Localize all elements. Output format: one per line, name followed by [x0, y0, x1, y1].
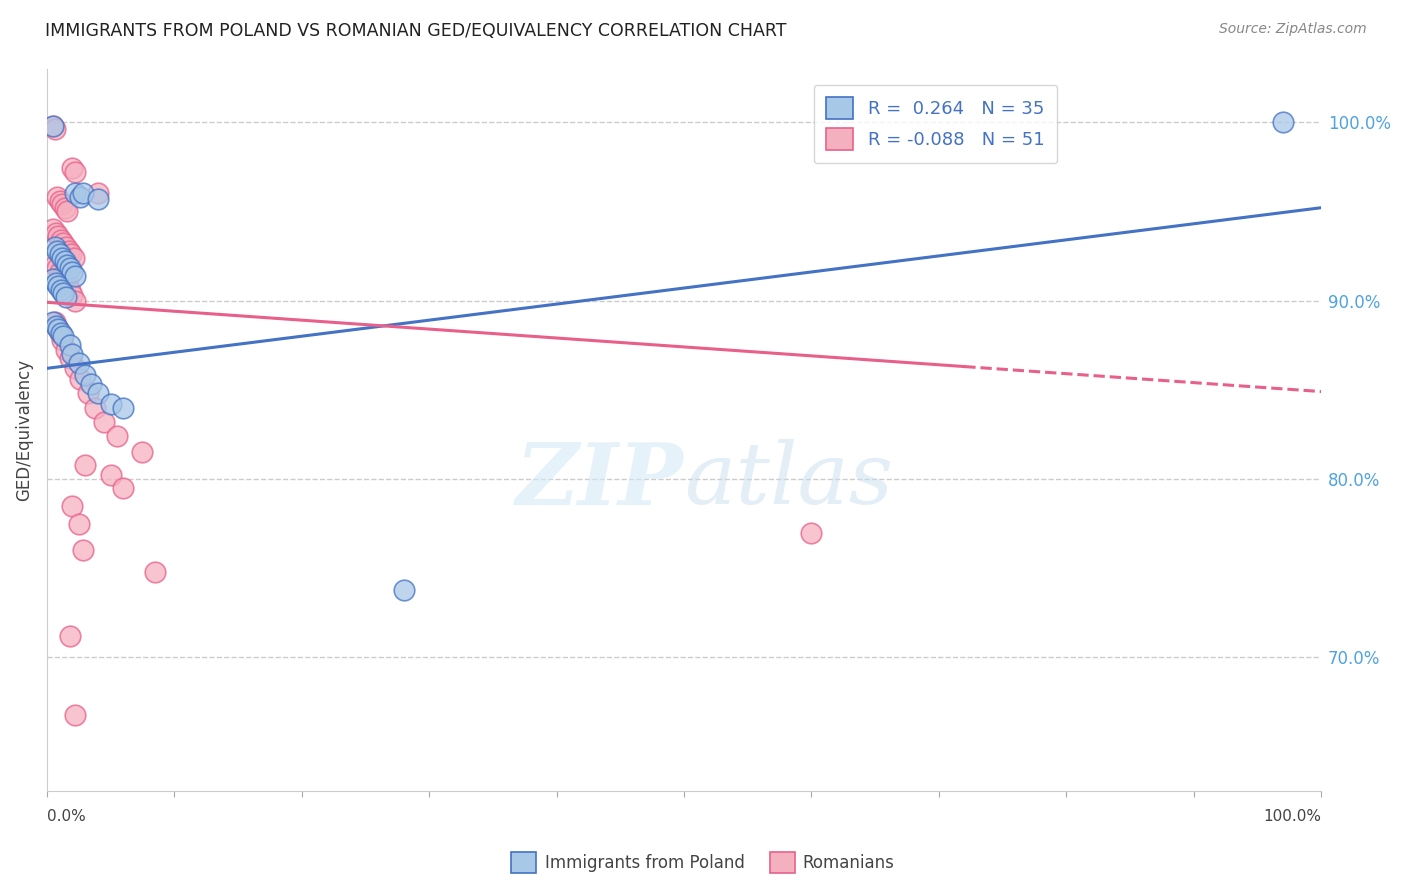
- Point: [51, 197, 73, 211]
- Point: [60, 247, 83, 261]
- Point: [42, 119, 65, 133]
- Point: [48, 229, 70, 244]
- Point: [52, 286, 75, 301]
- Point: [45, 318, 67, 333]
- Point: [63, 268, 86, 283]
- Point: [72, 543, 94, 558]
- Point: [93, 415, 115, 429]
- Point: [63, 707, 86, 722]
- Point: [49, 283, 72, 297]
- Point: [42, 272, 65, 286]
- Point: [51, 268, 73, 283]
- Point: [100, 468, 122, 483]
- Point: [48, 279, 70, 293]
- Point: [48, 194, 70, 208]
- Text: Source: ZipAtlas.com: Source: ZipAtlas.com: [1219, 22, 1367, 37]
- Point: [46, 261, 69, 276]
- Point: [72, 186, 94, 201]
- Point: [80, 377, 103, 392]
- Point: [63, 293, 86, 308]
- Text: 0.0%: 0.0%: [46, 809, 86, 824]
- Point: [46, 244, 69, 258]
- Text: atlas: atlas: [683, 439, 893, 522]
- Point: [60, 347, 83, 361]
- Point: [1271, 115, 1294, 129]
- Point: [49, 326, 72, 340]
- Point: [58, 244, 80, 258]
- Point: [56, 276, 79, 290]
- Point: [59, 338, 82, 352]
- Point: [49, 233, 72, 247]
- Point: [52, 236, 75, 251]
- Point: [87, 386, 110, 401]
- Point: [51, 251, 73, 265]
- Point: [55, 343, 77, 358]
- Point: [55, 240, 77, 254]
- Point: [48, 247, 70, 261]
- Point: [75, 458, 97, 472]
- Point: [105, 429, 128, 443]
- Point: [56, 258, 79, 272]
- Point: [45, 226, 67, 240]
- Point: [52, 329, 75, 343]
- Y-axis label: GED/Equivalency: GED/Equivalency: [15, 359, 32, 501]
- Point: [63, 361, 86, 376]
- Point: [60, 161, 83, 176]
- Point: [46, 320, 69, 334]
- Point: [56, 204, 79, 219]
- Point: [75, 368, 97, 383]
- Point: [87, 192, 110, 206]
- Text: 100.0%: 100.0%: [1263, 809, 1322, 824]
- Point: [48, 322, 70, 336]
- Text: ZIP: ZIP: [516, 439, 683, 522]
- Point: [131, 445, 153, 459]
- Point: [45, 276, 67, 290]
- Point: [60, 499, 83, 513]
- Point: [84, 401, 107, 415]
- Point: [100, 397, 122, 411]
- Point: [42, 315, 65, 329]
- Point: [51, 333, 73, 347]
- Legend: R =  0.264   N = 35, R = -0.088   N = 51: R = 0.264 N = 35, R = -0.088 N = 51: [814, 85, 1057, 163]
- Point: [392, 582, 415, 597]
- Point: [67, 356, 90, 370]
- Point: [44, 258, 66, 272]
- Point: [55, 290, 77, 304]
- Point: [76, 386, 98, 401]
- Point: [59, 261, 82, 276]
- Point: [48, 326, 70, 340]
- Legend: Immigrants from Poland, Romanians: Immigrants from Poland, Romanians: [505, 846, 901, 880]
- Point: [53, 272, 76, 286]
- Point: [69, 190, 91, 204]
- Point: [63, 186, 86, 201]
- Point: [53, 254, 76, 268]
- Point: [53, 201, 76, 215]
- Point: [59, 351, 82, 365]
- Point: [800, 525, 823, 540]
- Point: [67, 516, 90, 531]
- Point: [60, 288, 83, 302]
- Point: [143, 565, 166, 579]
- Point: [59, 629, 82, 643]
- Point: [42, 119, 65, 133]
- Text: IMMIGRANTS FROM POLAND VS ROMANIAN GED/EQUIVALENCY CORRELATION CHART: IMMIGRANTS FROM POLAND VS ROMANIAN GED/E…: [45, 22, 786, 40]
- Point: [112, 401, 135, 415]
- Point: [60, 265, 83, 279]
- Point: [63, 165, 86, 179]
- Point: [44, 122, 66, 136]
- Point: [62, 251, 84, 265]
- Point: [44, 240, 66, 254]
- Point: [69, 372, 91, 386]
- Point: [44, 315, 66, 329]
- Point: [59, 283, 82, 297]
- Point: [42, 222, 65, 236]
- Point: [112, 481, 135, 495]
- Point: [46, 190, 69, 204]
- Point: [87, 186, 110, 201]
- Point: [48, 265, 70, 279]
